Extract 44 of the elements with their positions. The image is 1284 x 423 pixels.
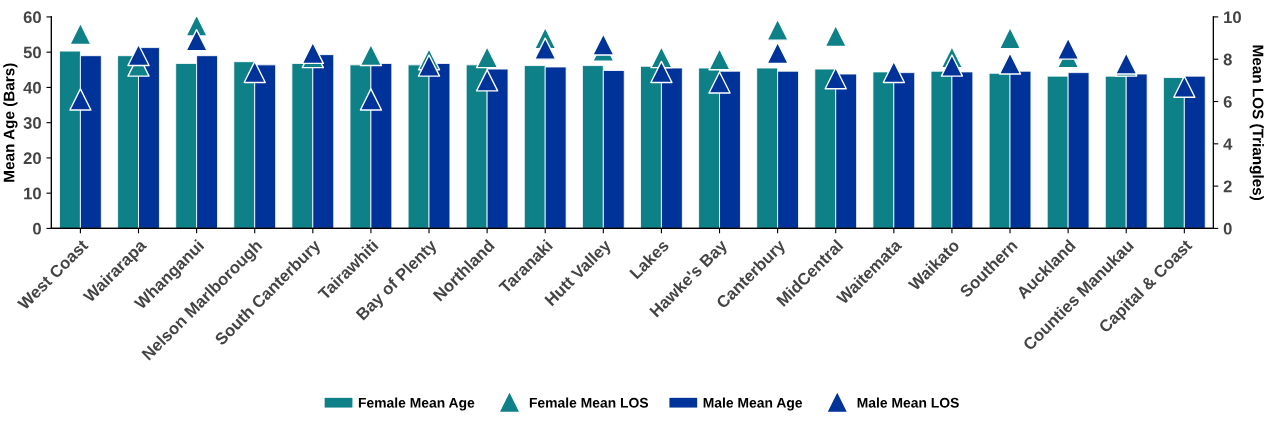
point (1056, 37, 1080, 60)
point (708, 47, 731, 71)
y2-tick-label: 0 (1223, 222, 1232, 235)
point (824, 24, 847, 48)
y-tick-label: 30 (23, 117, 41, 129)
point (359, 43, 383, 67)
point (998, 52, 1022, 75)
point (1173, 75, 1196, 98)
point (417, 54, 441, 77)
point (69, 88, 92, 111)
legend-label: Female Mean Age (358, 397, 475, 411)
point (998, 26, 1022, 50)
point (475, 45, 499, 69)
point (650, 60, 673, 84)
y2-tick-label: 8 (1223, 53, 1232, 66)
point (766, 41, 789, 65)
point (766, 18, 789, 41)
point (185, 28, 208, 52)
legend-label: Male Mean Age (703, 397, 803, 411)
point (243, 60, 266, 84)
point (940, 54, 964, 77)
point (824, 67, 847, 90)
point (475, 69, 499, 92)
y2-tick-label: 2 (1223, 180, 1232, 193)
point (592, 33, 615, 56)
y-tick-label: 10 (24, 187, 41, 200)
y-tick-label: 40 (23, 81, 41, 94)
legend-label: Female Mean LOS (529, 397, 649, 408)
point (127, 43, 150, 67)
legend-label: Male Mean LOS (857, 397, 959, 408)
point (533, 37, 557, 60)
y-tick-label: 50 (23, 46, 41, 59)
y-axis-title: Mean Age (Bars) (3, 63, 18, 182)
y2-tick-label: 10 (1224, 11, 1241, 24)
point (359, 88, 383, 111)
y2-axis-title: Mean LOS (Triangles) (1249, 45, 1264, 201)
y-tick-label: 20 (23, 152, 41, 165)
point (708, 71, 731, 94)
y-tick-label: 60 (23, 11, 41, 24)
y2-tick-label: 6 (1223, 95, 1232, 108)
y2-tick-label: 4 (1223, 138, 1233, 150)
y-tick-label: 0 (33, 222, 41, 235)
point (69, 22, 92, 46)
point (882, 60, 906, 84)
